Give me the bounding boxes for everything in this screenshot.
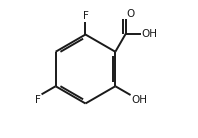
Text: F: F bbox=[83, 11, 89, 21]
Text: F: F bbox=[35, 95, 41, 105]
Text: OH: OH bbox=[142, 29, 158, 39]
Text: OH: OH bbox=[131, 95, 147, 105]
Text: O: O bbox=[126, 9, 134, 19]
